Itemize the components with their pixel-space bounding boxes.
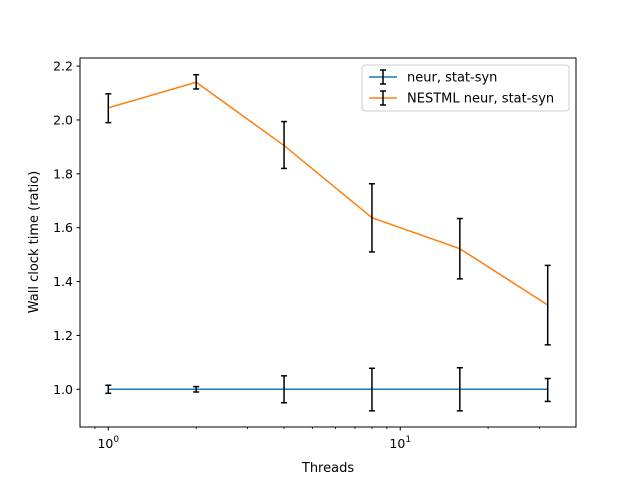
x-tick-label: 100 bbox=[97, 435, 119, 451]
legend-frame bbox=[361, 64, 570, 112]
x-tick-label-exponent: 1 bbox=[405, 435, 411, 445]
legend-label: NESTML neur, stat-syn bbox=[407, 92, 554, 107]
y-tick-label: 1.2 bbox=[53, 328, 73, 343]
legend-label: neur, stat-syn bbox=[407, 71, 497, 86]
series-line bbox=[108, 81, 549, 306]
x-tick-label-base: 10 bbox=[389, 436, 405, 451]
legend-item: NESTML neur, stat-syn bbox=[369, 90, 554, 107]
y-tick-label: 1.6 bbox=[53, 220, 73, 235]
x-axis-ticks: 100 101 bbox=[94, 427, 540, 451]
y-axis-label: Wall clock time (ratio) bbox=[27, 171, 42, 314]
x-tick-label: 101 bbox=[389, 435, 411, 451]
errorbar-layer bbox=[105, 73, 551, 412]
y-tick-label: 1.8 bbox=[53, 166, 73, 181]
y-tick-label: 1.0 bbox=[53, 382, 73, 397]
x-tick-label-base: 10 bbox=[97, 436, 113, 451]
plot-area bbox=[79, 57, 577, 428]
y-tick-label: 2.2 bbox=[53, 59, 73, 74]
y-tick-label: 2.0 bbox=[53, 112, 73, 127]
axes-frame bbox=[79, 57, 577, 428]
x-tick-label-exponent: 0 bbox=[113, 435, 119, 445]
x-axis-label: Threads bbox=[301, 461, 354, 476]
legend: neur, stat-syn NESTML neur, stat-syn bbox=[361, 64, 570, 112]
y-axis-ticks: 1.0 1.2 1.4 1.6 1.8 2.0 2.2 bbox=[53, 59, 80, 397]
y-tick-label: 1.4 bbox=[53, 274, 73, 289]
series-layer bbox=[108, 81, 549, 391]
legend-item: neur, stat-syn bbox=[369, 69, 497, 86]
